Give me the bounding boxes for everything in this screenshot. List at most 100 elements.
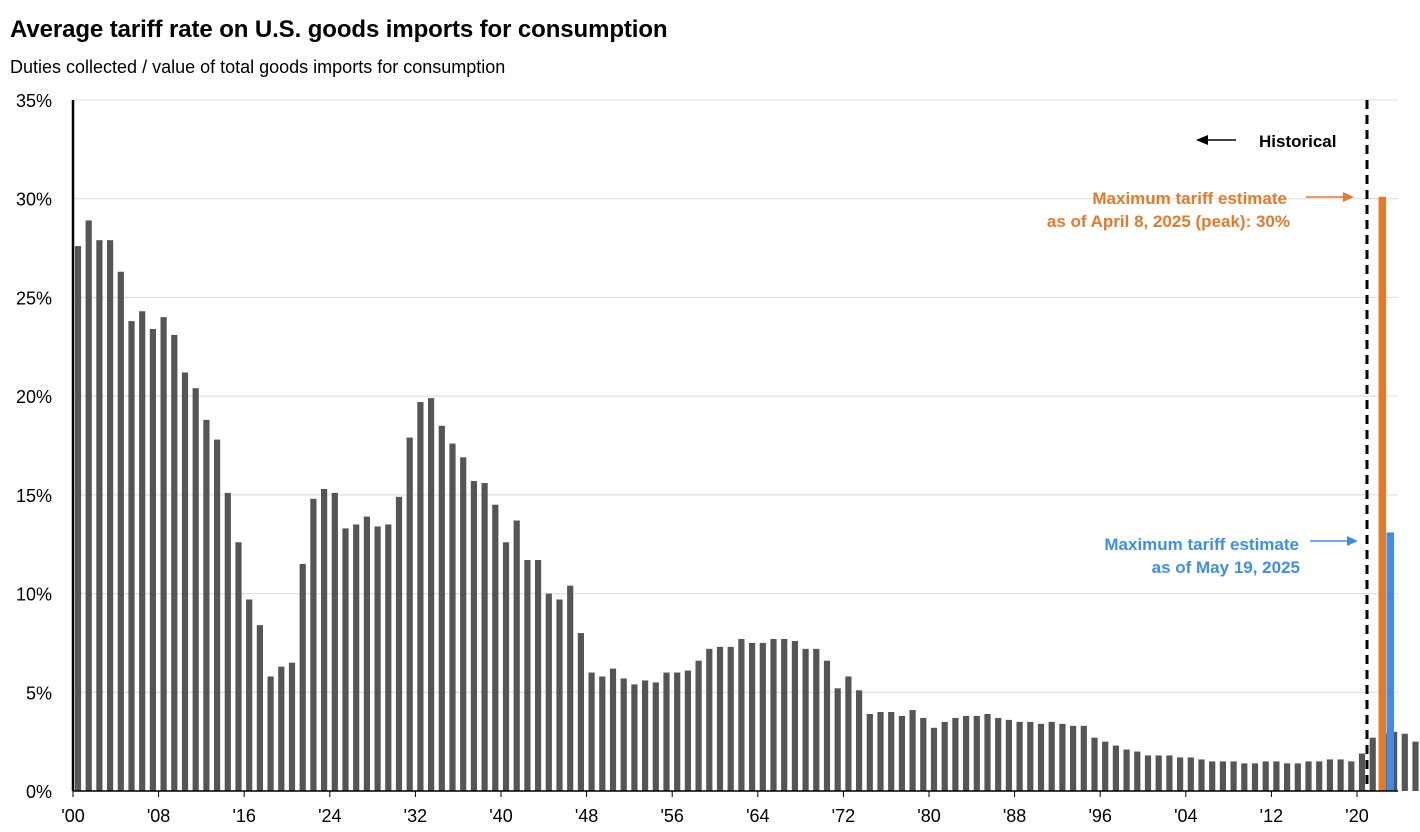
- right-arrow-icon: [1347, 536, 1358, 546]
- chart-title: Average tariff rate on U.S. goods import…: [10, 16, 668, 43]
- historical-bar: [331, 492, 338, 791]
- historical-bar: [353, 524, 360, 791]
- historical-bar: [492, 504, 499, 791]
- historical-bar: [920, 717, 927, 791]
- historical-label: Historical: [1259, 132, 1336, 151]
- historical-bar: [556, 599, 563, 791]
- current-estimate-label-line2: as of May 19, 2025: [1152, 558, 1300, 577]
- x-axis-ticks: '00 '08 '16 '24 '32 '40 '48 '56 '64 '72 '80 '88 '96 '…: [61, 791, 1369, 826]
- historical-bar: [802, 648, 809, 791]
- peak-estimate-annotation: Maximum tariff estimate as of April 8, 2…: [1047, 189, 1354, 231]
- historical-bar: [1219, 761, 1226, 791]
- historical-annotation: Historical: [1196, 132, 1336, 151]
- x-tick-label: '64: [746, 806, 769, 826]
- historical-bar: [1134, 751, 1141, 791]
- historical-bar: [1273, 761, 1280, 791]
- y-axis-ticks: 0% 5% 10% 15% 20% 25% 30% 35%: [16, 91, 52, 802]
- x-tick-label: '40: [489, 806, 512, 826]
- historical-bar: [449, 443, 456, 791]
- historical-bar: [995, 717, 1002, 791]
- historical-bar: [406, 437, 413, 791]
- historical-bar: [588, 672, 595, 791]
- historical-bar: [1102, 741, 1109, 791]
- historical-bar: [470, 481, 477, 791]
- historical-bar: [428, 398, 435, 791]
- x-tick-label: '88: [1003, 806, 1026, 826]
- historical-bar: [139, 311, 146, 791]
- peak-estimate-label-line1: Maximum tariff estimate: [1092, 189, 1287, 208]
- historical-bar: [128, 321, 135, 791]
- historical-bar: [727, 646, 734, 791]
- historical-bar: [952, 717, 959, 791]
- historical-bar: [417, 402, 424, 791]
- historical-bar: [1123, 749, 1130, 791]
- historical-bar: [256, 625, 263, 791]
- historical-bar: [856, 690, 863, 791]
- historical-bar: [577, 633, 584, 791]
- historical-bar: [1337, 759, 1344, 791]
- historical-bar: [1144, 755, 1152, 791]
- historical-bars: [74, 220, 1419, 792]
- historical-bar: [738, 638, 745, 791]
- historical-bar: [74, 246, 82, 791]
- historical-bar: [888, 712, 895, 791]
- historical-bar: [85, 220, 92, 792]
- x-tick-label: '56: [660, 806, 683, 826]
- historical-bar: [941, 721, 948, 791]
- historical-bar: [481, 483, 488, 791]
- historical-bar: [866, 714, 873, 791]
- y-tick-label: 15%: [16, 486, 52, 506]
- x-tick-label: '16: [232, 806, 255, 826]
- x-tick-label: '00: [61, 806, 84, 826]
- historical-bar: [1358, 753, 1366, 791]
- historical-bar: [845, 676, 852, 791]
- historical-bar: [1391, 731, 1398, 791]
- historical-bar: [171, 334, 178, 791]
- historical-bar: [609, 668, 617, 791]
- y-tick-label: 20%: [16, 387, 52, 407]
- historical-bar: [1241, 763, 1248, 791]
- historical-bar: [267, 676, 274, 791]
- historical-bar: [502, 542, 510, 791]
- historical-bar: [716, 646, 724, 791]
- peak-estimate-bar: [1378, 196, 1386, 792]
- historical-bar: [930, 727, 938, 791]
- historical-bar: [1326, 759, 1333, 791]
- current-estimate-annotation: Maximum tariff estimate as of May 19, 20…: [1104, 535, 1358, 577]
- historical-bar: [663, 672, 670, 791]
- historical-bar: [684, 670, 691, 791]
- historical-bar: [909, 710, 916, 791]
- historical-bar: [203, 419, 210, 791]
- y-tick-label: 0%: [26, 782, 52, 802]
- historical-bar: [973, 715, 980, 791]
- historical-bar: [1294, 763, 1301, 791]
- historical-bar: [1305, 761, 1312, 791]
- historical-bar: [770, 638, 777, 791]
- y-tick-label: 10%: [16, 585, 52, 605]
- y-tick-label: 35%: [16, 91, 52, 111]
- historical-bar: [898, 715, 905, 791]
- x-tick-label: '12: [1260, 806, 1283, 826]
- historical-bar: [1209, 761, 1216, 791]
- historical-bar: [749, 642, 756, 791]
- historical-bar: [877, 712, 884, 791]
- historical-bar: [535, 560, 542, 791]
- historical-bar: [620, 678, 627, 791]
- historical-bar: [642, 680, 649, 791]
- historical-bar: [1166, 755, 1173, 791]
- historical-bar: [1016, 721, 1023, 791]
- historical-bar: [813, 648, 820, 791]
- right-arrow-icon: [1343, 192, 1354, 202]
- historical-bar: [96, 240, 103, 791]
- historical-bar: [224, 492, 231, 791]
- historical-bar: [160, 317, 167, 791]
- historical-bar: [984, 714, 991, 791]
- chart-subtitle: Duties collected / value of total goods …: [10, 57, 506, 77]
- gridlines: [73, 99, 1398, 693]
- historical-bar: [214, 439, 221, 791]
- historical-bar: [706, 648, 713, 791]
- historical-bar: [1112, 745, 1119, 791]
- historical-bar: [834, 688, 841, 791]
- historical-bar: [299, 563, 306, 791]
- historical-bar: [759, 642, 766, 791]
